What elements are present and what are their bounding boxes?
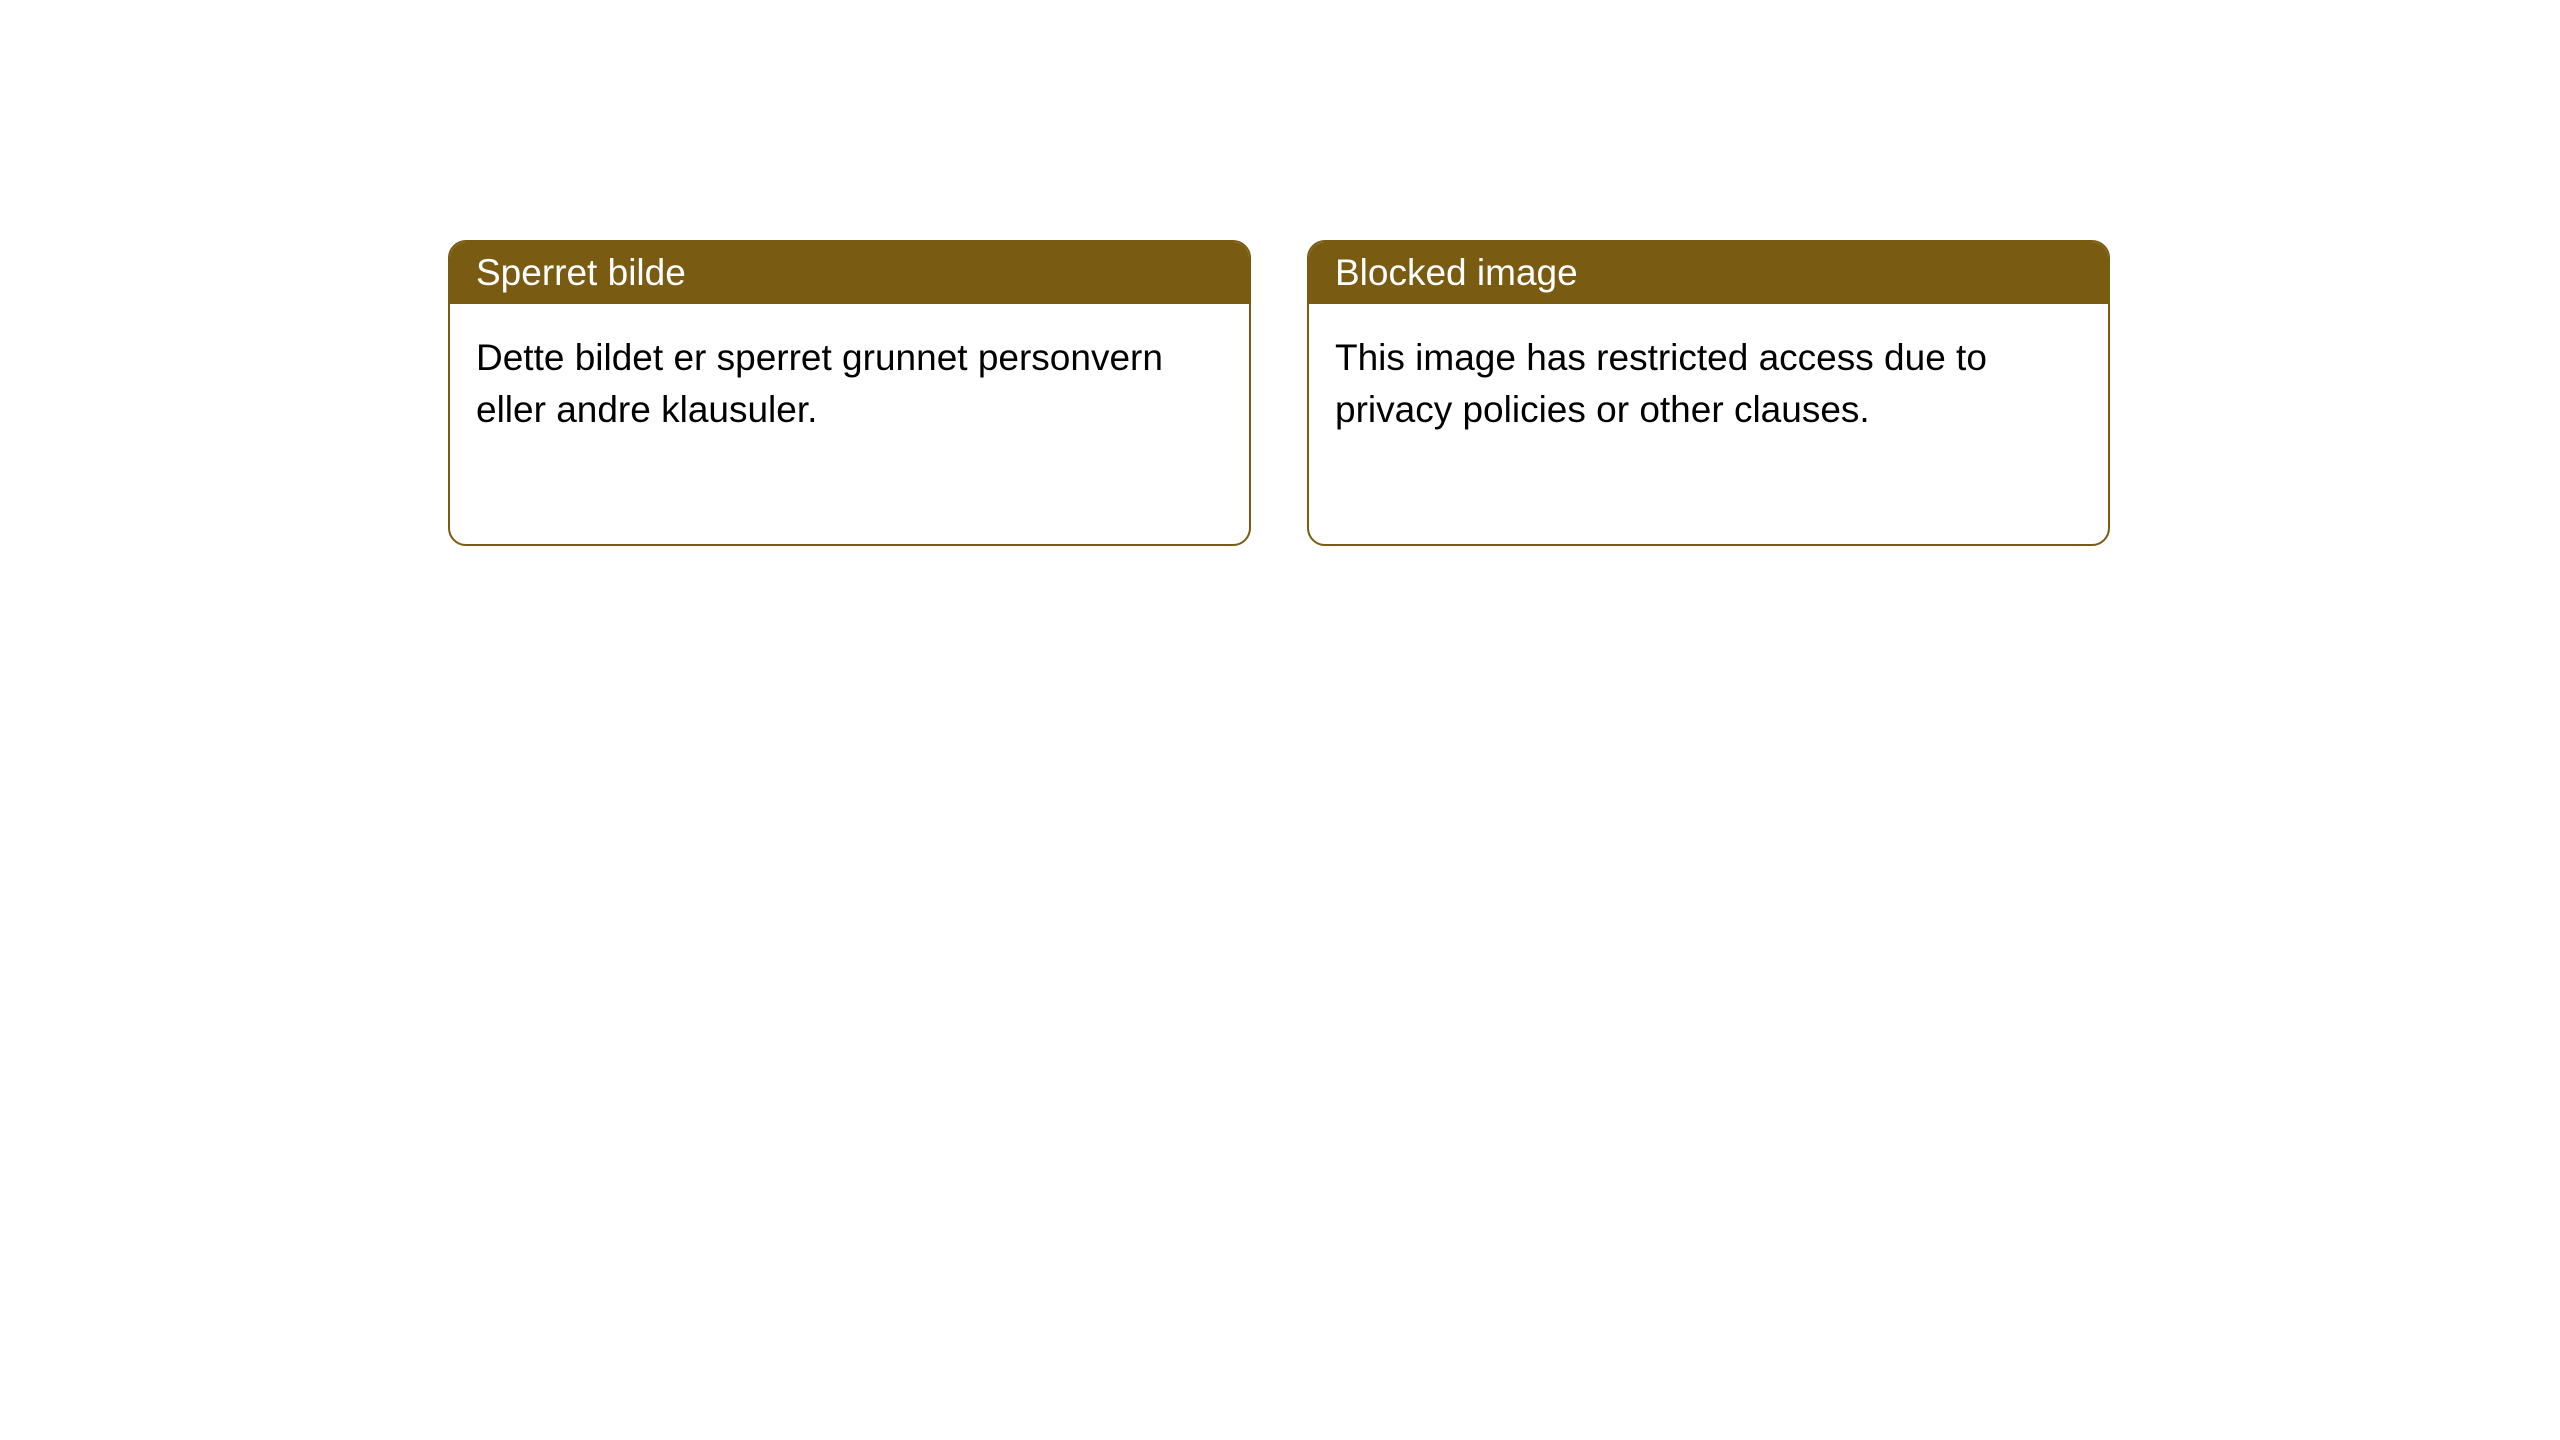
card-body: This image has restricted access due to …: [1309, 304, 2108, 544]
notice-card-norwegian: Sperret bilde Dette bildet er sperret gr…: [448, 240, 1251, 546]
card-header: Blocked image: [1309, 242, 2108, 304]
card-header: Sperret bilde: [450, 242, 1249, 304]
notice-card-english: Blocked image This image has restricted …: [1307, 240, 2110, 546]
card-body-text: Dette bildet er sperret grunnet personve…: [476, 337, 1163, 430]
card-title: Sperret bilde: [476, 252, 686, 293]
card-body-text: This image has restricted access due to …: [1335, 337, 1987, 430]
card-title: Blocked image: [1335, 252, 1578, 293]
card-body: Dette bildet er sperret grunnet personve…: [450, 304, 1249, 544]
notice-cards-container: Sperret bilde Dette bildet er sperret gr…: [448, 240, 2110, 546]
